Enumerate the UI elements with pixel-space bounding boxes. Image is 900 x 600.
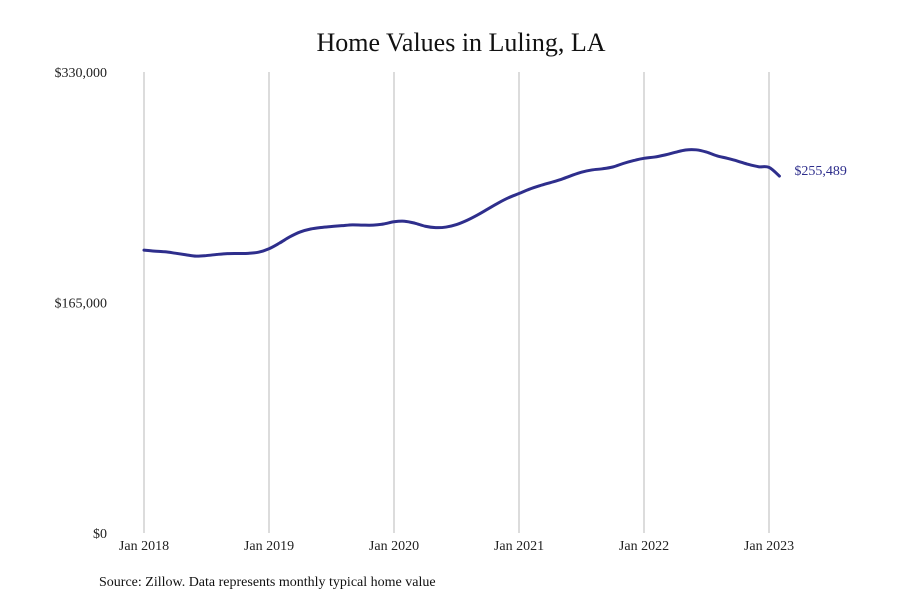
y-axis-tick-labels: $330,000 $165,000 $0	[55, 66, 108, 542]
chart-title: Home Values in Luling, LA	[316, 28, 605, 57]
gridlines	[143, 72, 770, 533]
x-axis-tick-labels: Jan 2018 Jan 2019 Jan 2020 Jan 2021 Jan 2022…	[119, 539, 794, 554]
x-tick-label: Jan 2022	[619, 539, 669, 554]
x-tick-label: Jan 2020	[369, 539, 419, 554]
y-tick-label: $165,000	[55, 297, 108, 312]
series-end-value-label: $255,489	[794, 164, 847, 179]
x-tick-label: Jan 2023	[744, 539, 794, 554]
x-tick-label: Jan 2018	[119, 539, 169, 554]
x-tick-label: Jan 2021	[494, 539, 544, 554]
x-tick-label: Jan 2019	[244, 539, 294, 554]
series-line	[142, 148, 781, 258]
y-tick-label: $0	[93, 527, 107, 542]
y-tick-label: $330,000	[55, 66, 108, 81]
series-group: $255,489	[142, 148, 847, 258]
source-note: Source: Zillow. Data represents monthly …	[99, 575, 436, 590]
